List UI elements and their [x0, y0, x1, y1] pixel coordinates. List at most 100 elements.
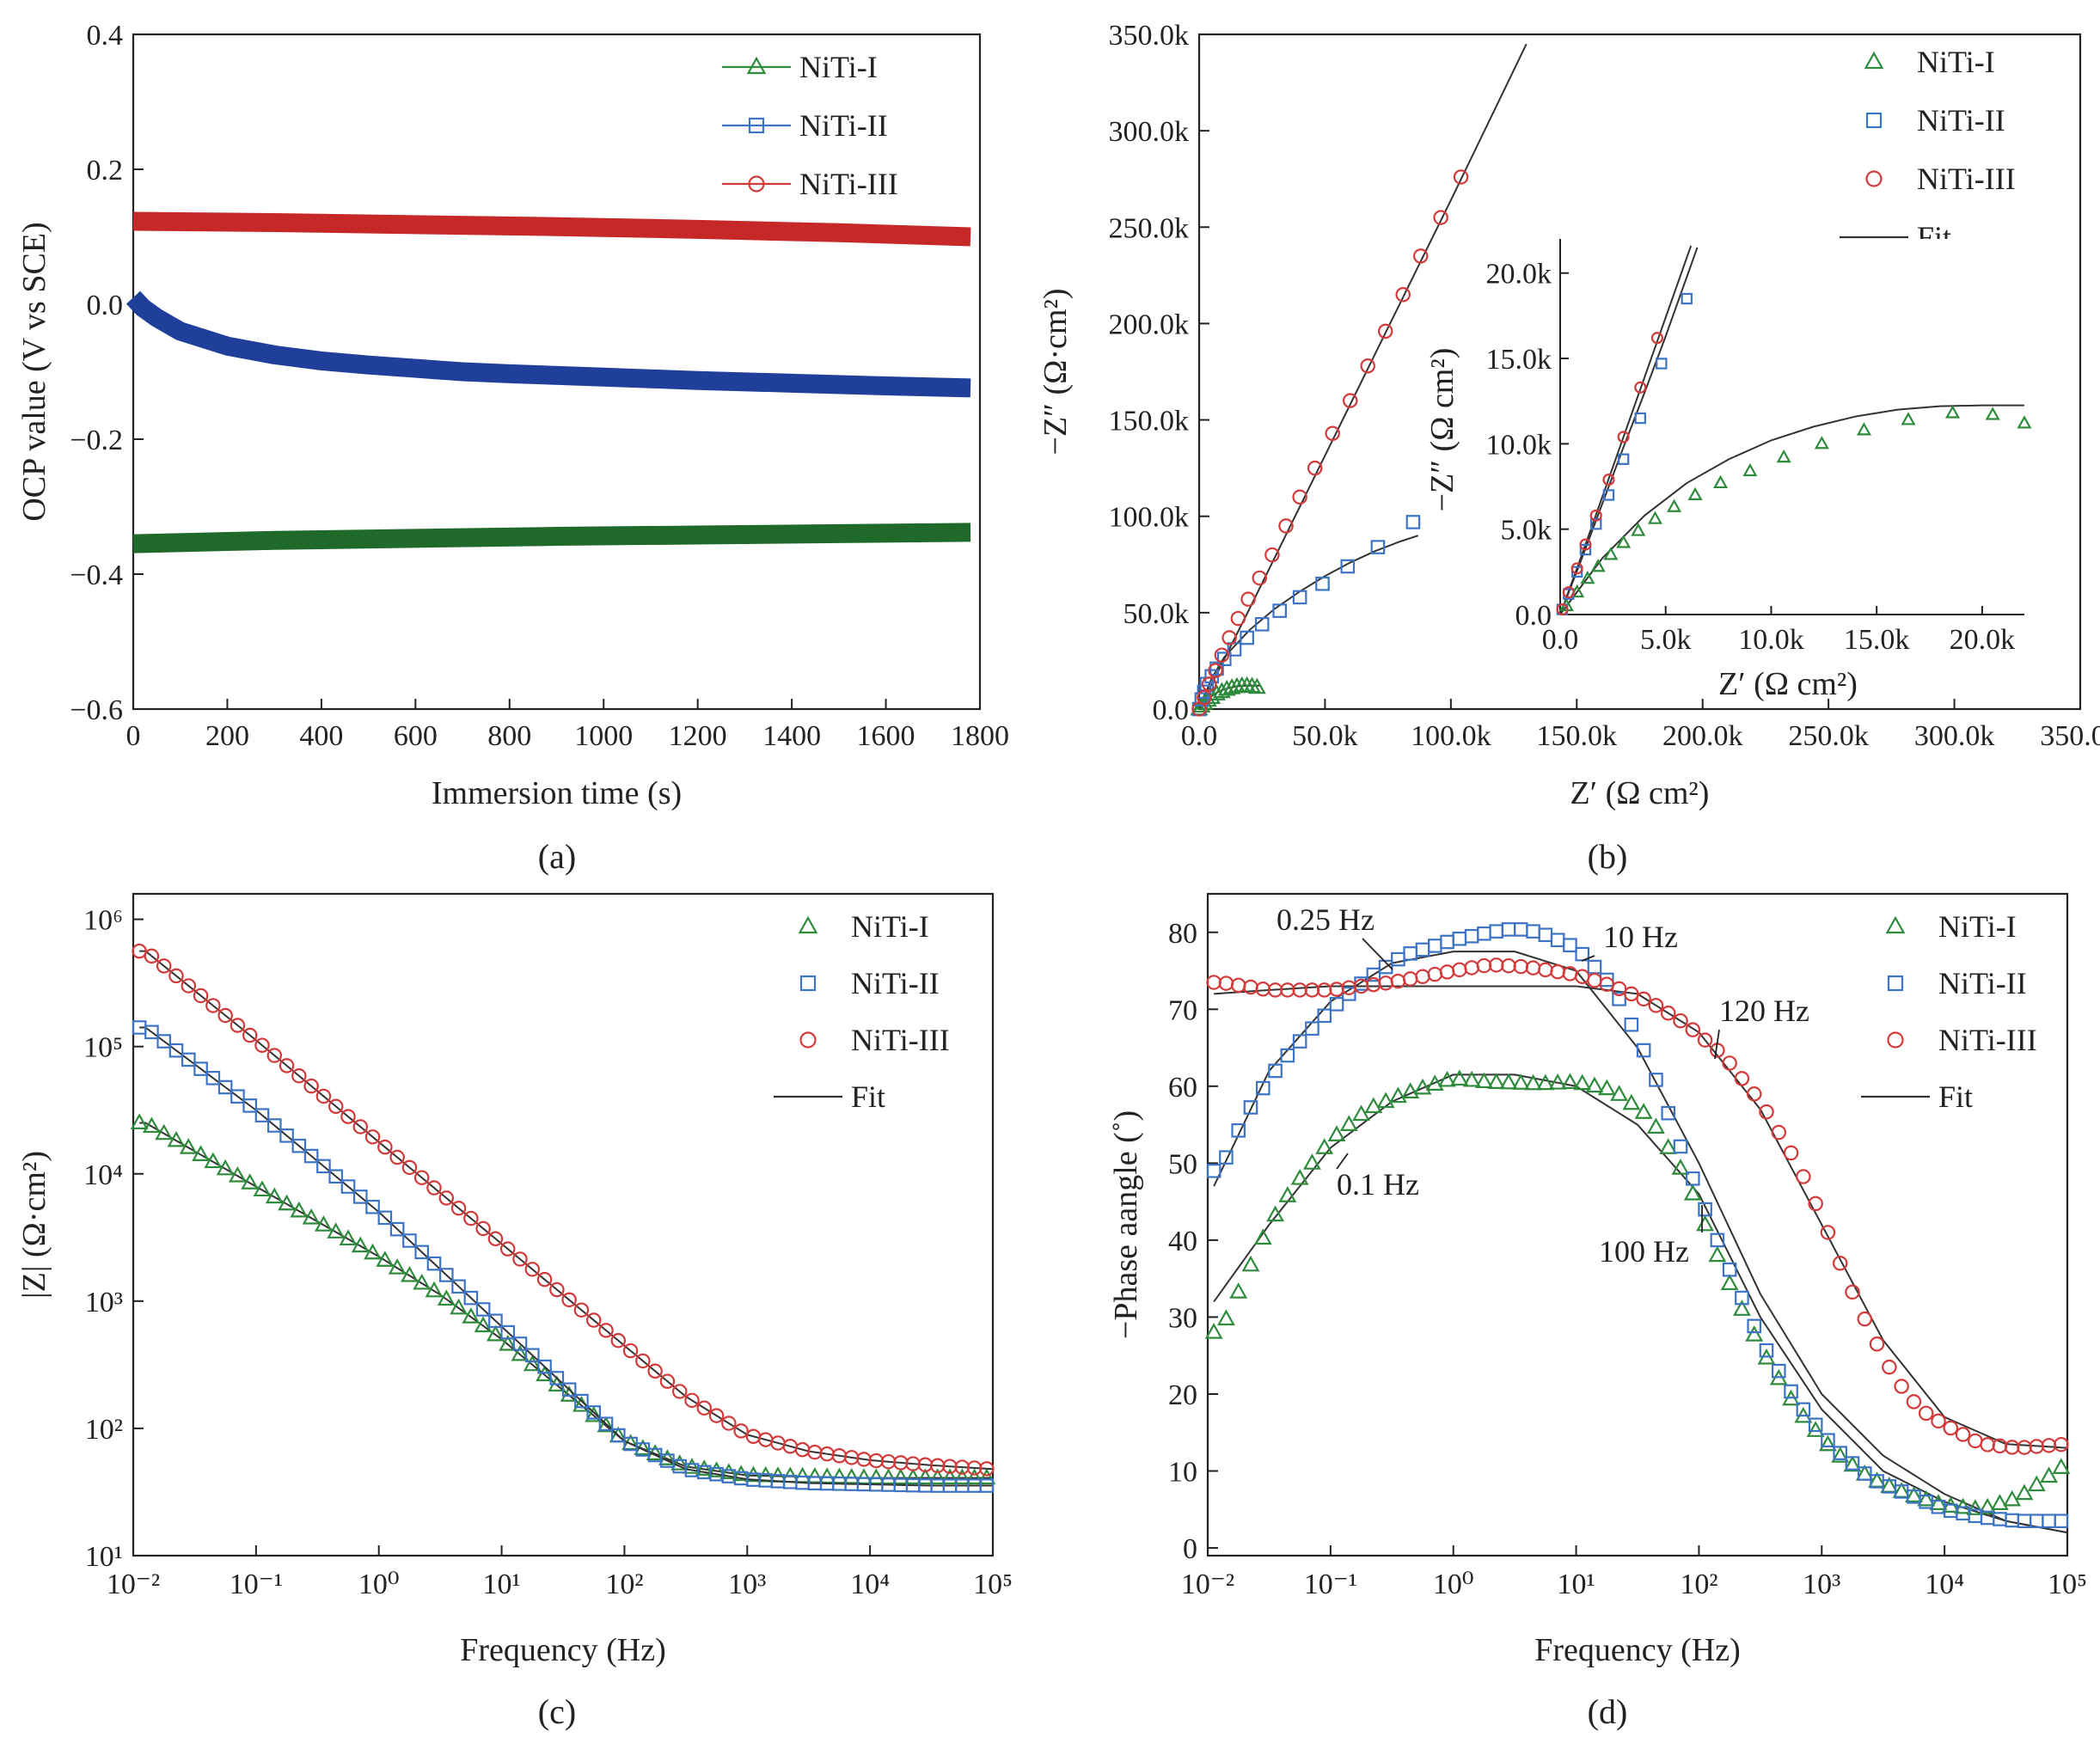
data-point-NiTi-I [1241, 1255, 1260, 1272]
x-axis-tick-label: 10³ [1803, 1569, 1840, 1600]
data-point-NiTi-III [1252, 570, 1268, 586]
x-axis-tick-label: 800 [487, 720, 531, 752]
data-point-NiTi-I [1315, 1138, 1334, 1154]
inset-data-point [1580, 571, 1595, 584]
data-point-NiTi-II [365, 1199, 380, 1214]
data-point-NiTi-I [866, 1468, 885, 1485]
data-point-NiTi-II [1673, 1139, 1688, 1154]
x-axis-tick-label: 10⁵ [2048, 1569, 2087, 1600]
data-point-NiTi-I [916, 1468, 934, 1485]
data-point-NiTi-II [1415, 942, 1430, 957]
data-point-NiTi-II [1808, 1417, 1823, 1433]
data-point-NiTi-II [144, 1024, 159, 1040]
data-point-NiTi-III [303, 1078, 319, 1094]
y-axis-tick-label: 10 [1168, 1457, 1197, 1489]
data-point-NiTi-II [377, 1210, 393, 1226]
data-point-NiTi-II [1784, 1384, 1798, 1399]
inset-x-tick-label: 10.0k [1738, 624, 1804, 656]
data-point-NiTi-II [1280, 1048, 1295, 1063]
data-point-NiTi-I [229, 1165, 247, 1183]
inset-data-point [1634, 381, 1647, 394]
inset-data-point [2017, 415, 2032, 429]
data-point-NiTi-II [1587, 959, 1602, 975]
inset-data-point [1647, 511, 1662, 524]
data-point-NiTi-I [474, 1316, 493, 1333]
data-point-NiTi-I [1204, 1323, 1223, 1339]
data-point-NiTi-III [1636, 991, 1651, 1007]
data-point-NiTi-III [696, 1400, 713, 1416]
data-point-NiTi-III [524, 1262, 541, 1277]
data-point-NiTi-I [1659, 1138, 1678, 1154]
x-axis-tick-label: 1400 [762, 720, 821, 752]
x-axis-tick-label: 1600 [857, 720, 915, 752]
data-point-NiTi-II [217, 1079, 233, 1095]
data-point-NiTi-III [279, 1058, 295, 1073]
data-point-NiTi-III [635, 1353, 651, 1369]
data-point-NiTi-III [1453, 169, 1469, 185]
data-point-NiTi-I [241, 1173, 260, 1190]
data-point-NiTi-I [437, 1289, 456, 1306]
data-point-NiTi-II [1477, 926, 1491, 941]
data-point-NiTi-II [1845, 1456, 1860, 1471]
data-point-NiTi-III [1771, 1124, 1787, 1141]
data-point-NiTi-III [647, 1363, 663, 1379]
data-point-NiTi-III [401, 1159, 418, 1176]
x-axis-tick-label: 150.0k [1537, 720, 1618, 752]
data-point-NiTi-II [1821, 1433, 1835, 1447]
inset-data-point [1656, 358, 1668, 370]
data-point-NiTi-I [940, 1468, 959, 1485]
data-point-NiTi-III [487, 1231, 504, 1247]
data-point-NiTi-I [1991, 1494, 2009, 1510]
data-point-NiTi-I [1843, 1455, 1862, 1472]
inset-data-point [1603, 547, 1619, 560]
data-point-NiTi-I [2003, 1489, 2022, 1507]
fit-line [1198, 43, 1528, 710]
data-point-NiTi-III [1395, 287, 1411, 303]
data-point-NiTi-III [1931, 1413, 1946, 1429]
data-point-NiTi-III [1796, 1169, 1811, 1184]
inset-data-point [1556, 602, 1569, 616]
data-point-NiTi-II [1464, 928, 1479, 944]
legend-label: NiTi-I [1917, 45, 1995, 79]
data-point-NiTi-II [1796, 1402, 1811, 1417]
data-point-NiTi-III [168, 968, 184, 984]
data-point-NiTi-II [156, 1034, 172, 1049]
data-point-NiTi-II [463, 1290, 479, 1306]
data-point-NiTi-I [167, 1130, 186, 1147]
data-point-NiTi-III [1685, 1022, 1701, 1037]
data-point-NiTi-I [1229, 1282, 1248, 1299]
data-point-NiTi-I [1450, 1069, 1469, 1086]
data-point-NiTi-II [1243, 1100, 1258, 1115]
data-point-NiTi-III [340, 1109, 356, 1124]
inset-data-point [1631, 523, 1646, 536]
y-axis-tick-label: 0.4 [87, 20, 124, 52]
data-point-NiTi-I [462, 1307, 481, 1324]
y-axis-tick-label: 0.2 [87, 155, 124, 187]
data-point-NiTi-II [1206, 1164, 1221, 1178]
data-point-NiTi-II [1759, 1342, 1774, 1358]
data-point-NiTi-I [830, 1467, 848, 1484]
data-point-NiTi-III [291, 1067, 307, 1084]
x-axis-tick-label: 10² [1680, 1569, 1717, 1600]
x-axis-tick-label: 0.0 [1181, 720, 1218, 752]
data-point-NiTi-II [2054, 1514, 2069, 1529]
data-point-NiTi-II [181, 1052, 196, 1067]
data-point-NiTi-II [242, 1098, 258, 1113]
data-point-NiTi-II [1612, 992, 1626, 1006]
data-point-NiTi-I [179, 1138, 198, 1154]
y-axis-tick-label: −0.4 [70, 560, 123, 591]
x-axis-tick-label: 10⁵ [973, 1569, 1013, 1600]
data-point-NiTi-II [1526, 924, 1540, 939]
data-point-NiTi-III [352, 1119, 369, 1134]
data-point-NiTi-III [1452, 962, 1467, 978]
x-axis-tick-label: 10² [605, 1569, 643, 1600]
data-point-NiTi-III [1304, 982, 1320, 998]
inset-y-tick-label: 20.0k [1486, 259, 1552, 290]
data-point-NiTi-III [2054, 1436, 2069, 1452]
data-point-NiTi-III [1673, 1012, 1688, 1029]
y-axis-tick-label: 100.0k [1109, 502, 1190, 534]
data-point-NiTi-II [1661, 1105, 1676, 1121]
data-point-NiTi-III [2041, 1438, 2057, 1453]
data-point-NiTi-II [451, 1279, 466, 1294]
